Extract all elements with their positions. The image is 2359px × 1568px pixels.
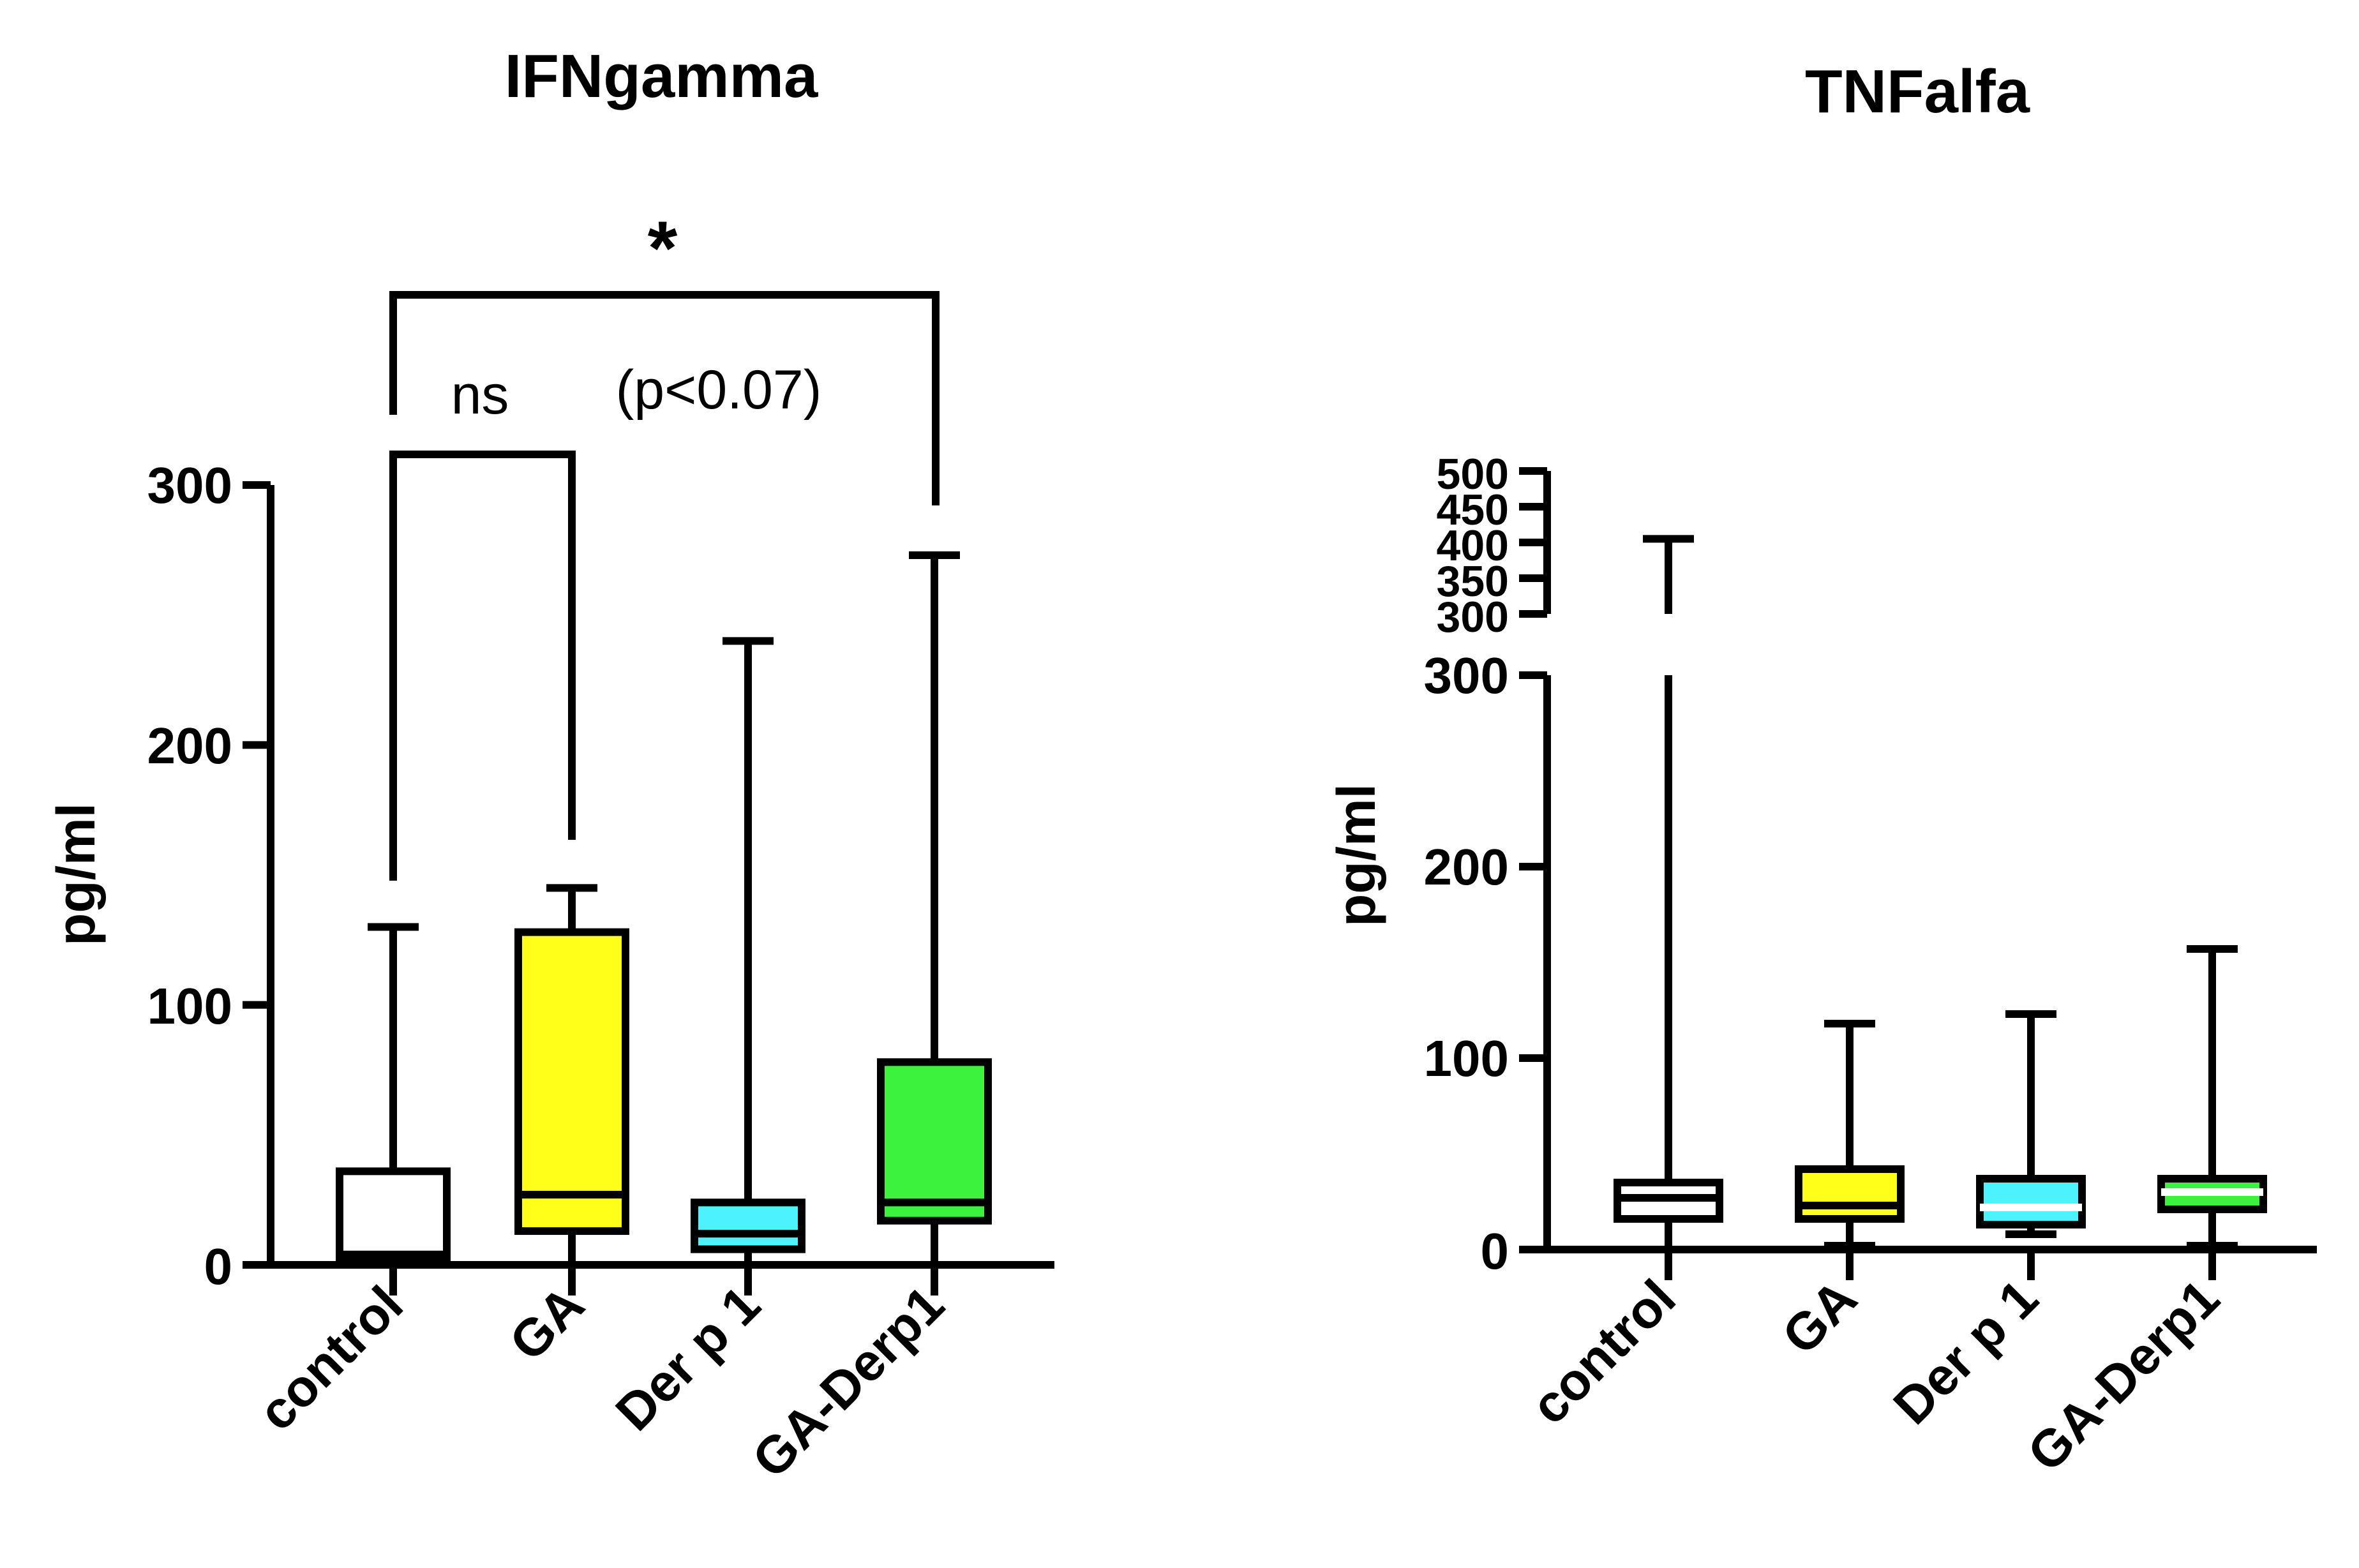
tnfalfa-box-group — [2157, 945, 2267, 1250]
ifngamma-box-group — [336, 923, 451, 1265]
significance-star: * — [648, 205, 678, 291]
tnfalfa-box-group — [1795, 1020, 1905, 1250]
ifngamma-box-group — [514, 884, 629, 1265]
tnfalfa-box — [1976, 1175, 2086, 1228]
tnfalfa-category-label: GA-Derp1 — [2017, 1269, 2231, 1482]
tnfalfa-y-tick-label: 0 — [1481, 1223, 1509, 1280]
ifngamma-tick-labels: 0 100 200 300 — [147, 457, 232, 1295]
tnfalfa-box — [1795, 1165, 1905, 1223]
tnfalfa-box-group — [1976, 1010, 2086, 1238]
ifngamma-category-labels: control GA Der p 1 GA-Derp1 — [248, 1275, 955, 1489]
ifngamma-category-label: GA — [498, 1275, 595, 1371]
tnfalfa-y-tick-label: 100 — [1424, 1030, 1509, 1087]
ifngamma-category-label: control — [248, 1275, 414, 1442]
tnfalfa-tick-labels-lower: 0 100 200 300 — [1424, 647, 1509, 1280]
ifngamma-y-tick-label: 200 — [147, 717, 232, 774]
significance-brackets: ns (p<0.07) * — [389, 205, 940, 881]
ifngamma-y-tick-label: 0 — [204, 1238, 233, 1295]
ifngamma-category-label: GA-Derp1 — [742, 1275, 955, 1489]
ifngamma-y-tick-label: 300 — [147, 457, 232, 514]
tnfalfa-category-label: control — [1520, 1269, 1687, 1435]
ifngamma-boxes — [336, 551, 992, 1265]
ifngamma-box — [336, 1167, 451, 1264]
ifngamma-box — [514, 928, 629, 1236]
ifngamma-box — [877, 1058, 992, 1225]
tnfalfa-y-tick-label: 300 — [1437, 593, 1509, 641]
tnfalfa-tick-labels-upper: 300 350 400 450 500 — [1437, 450, 1509, 641]
ns-annotation: ns — [451, 364, 509, 426]
tnfalfa-y-tick-label: 450 — [1437, 486, 1509, 534]
tnfalfa-boxes — [1614, 535, 2267, 1253]
star-bracket — [389, 291, 940, 505]
ifngamma-category-label: Der p 1 — [605, 1275, 772, 1442]
ifngamma-box-group — [877, 551, 992, 1265]
tnfalfa-category-label: GA — [1771, 1269, 1868, 1365]
tnfalfa-y-tick-label: 350 — [1437, 557, 1509, 606]
tnfalfa-y-axis-label: pg/ml — [1326, 784, 1386, 927]
tnfalfa-chart: TNFalfa pg/ml control GA Der p 1 GA-Derp… — [1326, 57, 2317, 1482]
ifngamma-chart: IFNgamma pg/ml control GA Der p 1 GA-Der… — [46, 42, 1054, 1489]
ifngamma-y-tick-label: 100 — [147, 978, 232, 1034]
ifngamma-y-axis-label: pg/ml — [46, 803, 106, 946]
tnfalfa-category-labels: control GA Der p 1 GA-Derp1 — [1520, 1269, 2231, 1482]
tnfalfa-y-tick-label: 200 — [1424, 839, 1509, 895]
ifngamma-box — [691, 1198, 805, 1253]
tnfalfa-y-tick-label: 400 — [1437, 521, 1509, 570]
tnfalfa-y-tick-label: 500 — [1437, 450, 1509, 498]
ifngamma-axes — [243, 481, 1054, 1295]
tnfalfa-box-group — [1614, 535, 1723, 1253]
ns-bracket — [389, 451, 576, 881]
tnfalfa-title: TNFalfa — [1805, 57, 2030, 126]
tnfalfa-y-tick-label: 300 — [1424, 647, 1509, 704]
ifngamma-title: IFNgamma — [505, 42, 818, 110]
tnfalfa-category-label: Der p 1 — [1883, 1269, 2049, 1435]
ifngamma-box-group — [691, 637, 805, 1265]
p-value-annotation: (p<0.07) — [616, 359, 822, 421]
tnfalfa-axes — [1519, 467, 2317, 1280]
